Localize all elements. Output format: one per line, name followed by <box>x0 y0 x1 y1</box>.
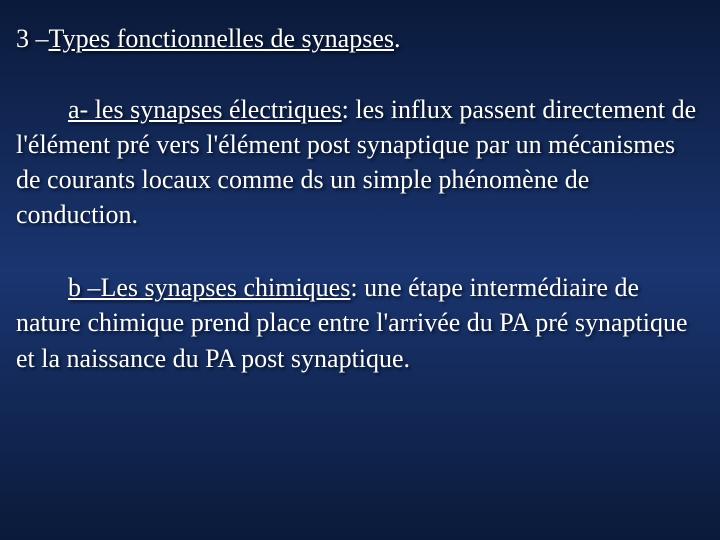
slide-title: 3 –Types fonctionnelles de synapses. <box>16 24 704 54</box>
section-a-label: a- les synapses électriques <box>68 95 342 124</box>
section-a: a- les synapses électriques: les influx … <box>16 92 704 232</box>
slide-container: 3 –Types fonctionnelles de synapses. a- … <box>0 0 720 430</box>
section-b-label: b –Les synapses chimiques <box>68 273 350 302</box>
section-b: b –Les synapses chimiques: une étape int… <box>16 270 704 375</box>
title-prefix: 3 – <box>16 24 49 53</box>
section-b-colon: : <box>350 273 357 302</box>
title-underlined: Types fonctionnelles de synapses <box>49 24 395 53</box>
section-a-colon: : <box>342 95 349 124</box>
title-suffix: . <box>394 24 401 53</box>
